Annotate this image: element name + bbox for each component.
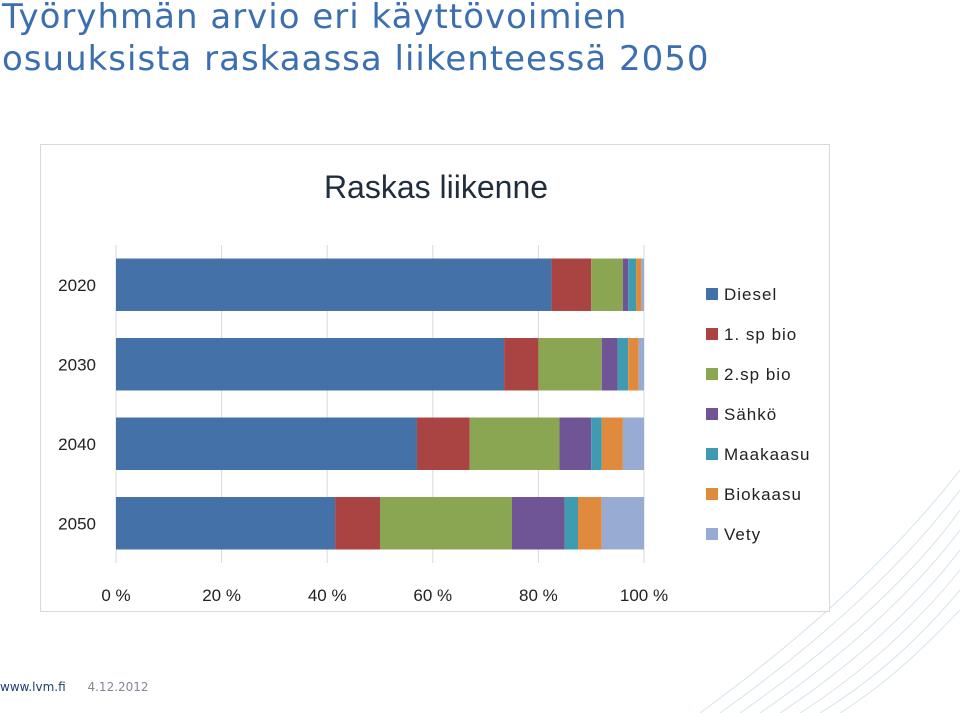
bar-segment-2020-diesel [116, 258, 552, 311]
bar-segment-2050-2-sp-bio [380, 497, 512, 550]
chart-bars [116, 258, 644, 550]
bar-segment-2030-maakaasu [617, 338, 629, 391]
x-tick-label: 0 % [101, 586, 130, 605]
bar-segment-2040-sähkö [559, 417, 592, 470]
slide-title-line-2: osuuksista raskaassa liikenteessä 2050 [2, 39, 710, 79]
bar-segment-2020-biokaasu [636, 258, 642, 311]
legend-swatch [706, 408, 718, 420]
bar-segment-2050-vety [601, 497, 644, 550]
bar-segment-2040-2-sp-bio [469, 417, 560, 470]
bar-segment-2050-maakaasu [564, 497, 578, 550]
legend-label: 2.sp bio [724, 365, 792, 384]
legend-swatch [706, 328, 718, 340]
x-tick-label: 80 % [519, 586, 558, 605]
bar-segment-2050-1-sp-bio [335, 497, 380, 550]
x-tick-label: 60 % [413, 586, 452, 605]
x-axis-tick-labels: 0 % 20 % 40 % 60 % 80 % 100 % [101, 586, 668, 605]
bar-segment-2030-vety [638, 338, 644, 391]
bar-segment-2050-diesel [116, 497, 336, 550]
bar-segment-2050-sähkö [512, 497, 565, 550]
bar-segment-2020-sähkö [622, 258, 629, 311]
category-labels: 2020 2030 2040 2050 [58, 276, 96, 534]
legend-swatch [706, 528, 718, 540]
stacked-bar-chart: Raskas liikenne 2020 2030 2040 2050 0 % 20 %… [58, 169, 810, 605]
bar-segment-2040-1-sp-bio [416, 417, 470, 470]
legend-label: Biokaasu [724, 485, 802, 504]
legend-label: Diesel [724, 285, 777, 304]
legend-swatch [706, 288, 718, 300]
x-tick-label: 100 % [620, 586, 668, 605]
footer-date: 4.12.2012 [87, 680, 149, 694]
legend-swatch [706, 368, 718, 380]
x-tick-label: 20 % [202, 586, 241, 605]
bar-segment-2030-2-sp-bio [538, 338, 602, 391]
bar-segment-2030-diesel [116, 338, 505, 391]
bar-segment-2030-sähkö [601, 338, 618, 391]
category-label: 2020 [58, 276, 96, 295]
bar-segment-2040-diesel [116, 417, 417, 470]
legend-label: Vety [724, 525, 761, 544]
bar-segment-2030-1-sp-bio [504, 338, 539, 391]
bar-segment-2020-1-sp-bio [551, 258, 592, 311]
legend-label: Maakaasu [724, 445, 810, 464]
category-label: 2040 [58, 435, 96, 454]
slide-title: Työryhmän arvio eri käyttövoimien osuuks… [2, 0, 710, 80]
slide-title-line-1: Työryhmän arvio eri käyttövoimien [2, 0, 628, 37]
legend-label: Sähkö [724, 405, 777, 424]
legend-label: 1. sp bio [724, 325, 797, 344]
bar-segment-2020-vety [641, 258, 644, 311]
footer-url[interactable]: www.lvm.fi [0, 680, 66, 694]
bar-segment-2030-biokaasu [628, 338, 639, 391]
bar-segment-2050-biokaasu [578, 497, 602, 550]
legend-swatch [706, 448, 718, 460]
category-label: 2030 [58, 355, 96, 374]
bar-segment-2040-vety [622, 417, 644, 470]
bar-segment-2020-maakaasu [628, 258, 637, 311]
bar-segment-2020-2-sp-bio [591, 258, 623, 311]
x-tick-label: 40 % [308, 586, 347, 605]
bar-segment-2040-biokaasu [601, 417, 623, 470]
chart-frame: Raskas liikenne 2020 2030 2040 2050 0 % 20 %… [40, 144, 830, 612]
legend-swatch [706, 488, 718, 500]
chart-legend: Diesel 1. sp bio 2.sp bio Sähkö Maakaasu Biok… [706, 285, 810, 544]
bar-segment-2040-maakaasu [591, 417, 602, 470]
chart-title: Raskas liikenne [324, 169, 548, 205]
footer: www.lvm.fi 4.12.2012 [0, 680, 149, 694]
category-label: 2050 [58, 514, 96, 533]
